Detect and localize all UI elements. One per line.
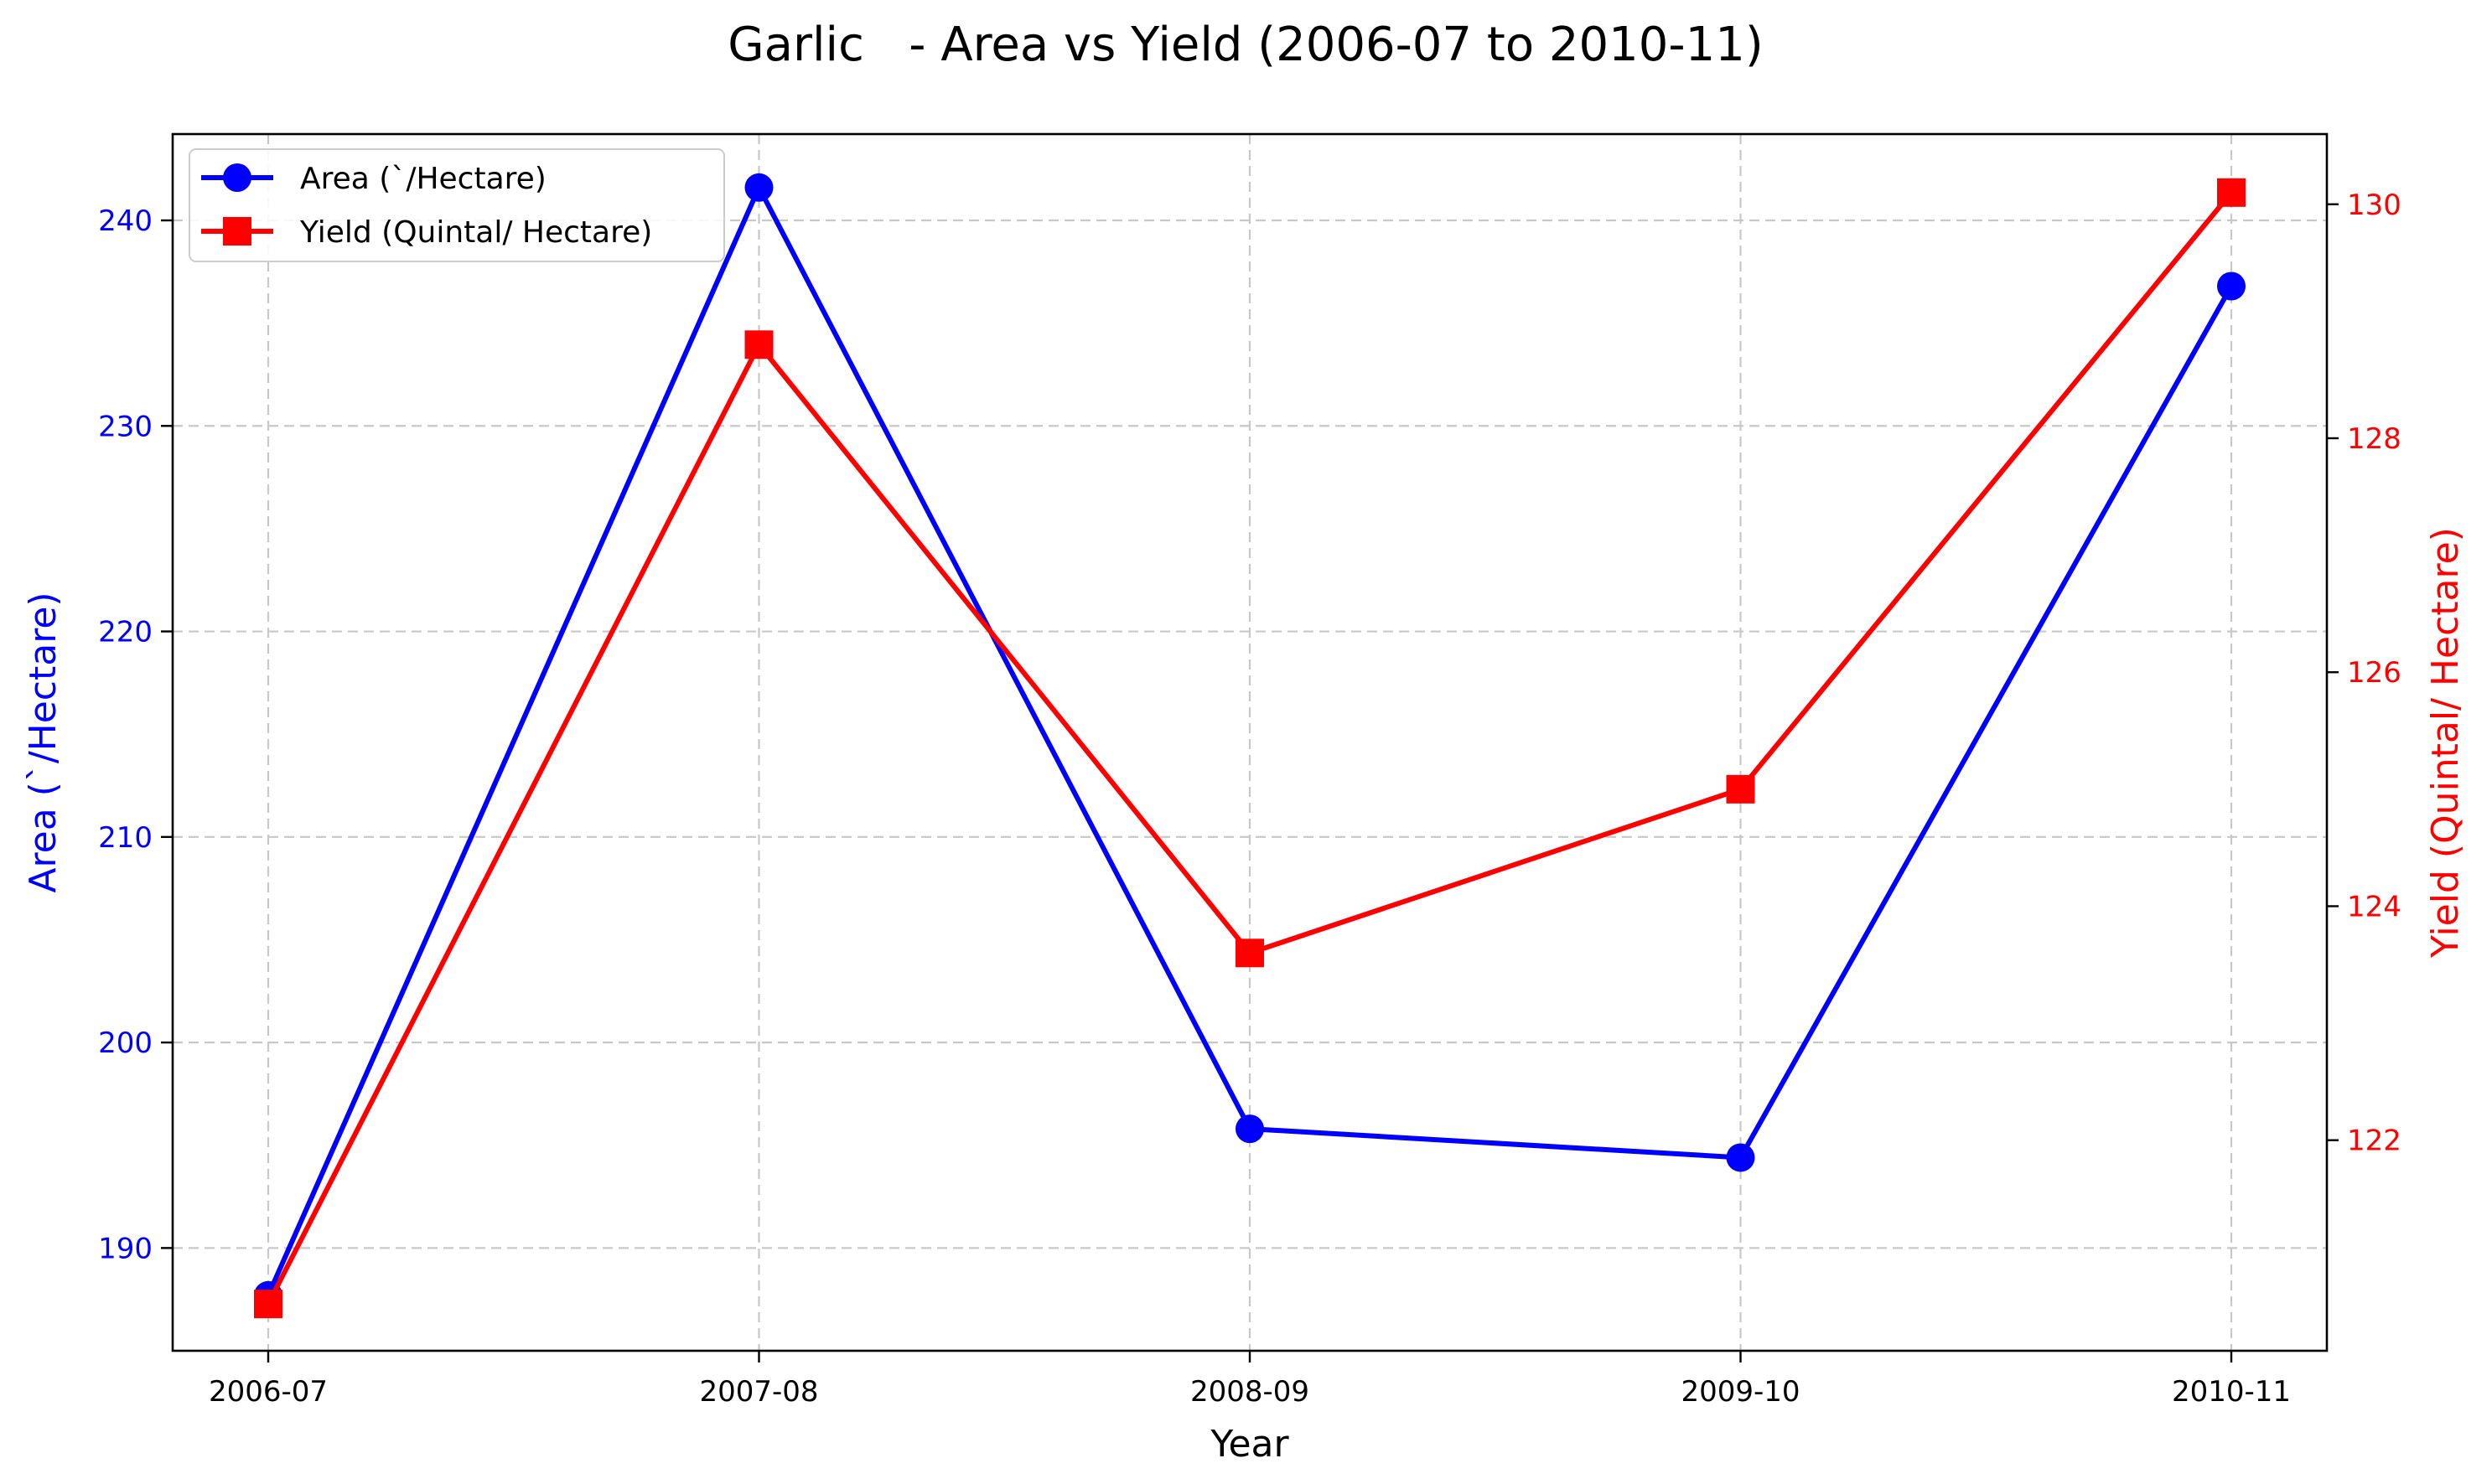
right-y-tick-label: 128 <box>2347 422 2401 456</box>
legend: Area (`/Hectare) Yield (Quintal/ Hectare) <box>189 148 725 262</box>
ticks: 2006-07 2007-08 2008-09 2009-10 2010-11 190 20… <box>98 189 2401 1409</box>
yield-data-point <box>1236 938 1264 968</box>
grid <box>173 134 2327 1351</box>
x-tick-label: 2010-11 <box>2172 1375 2291 1409</box>
left-y-tick-label: 240 <box>98 204 153 238</box>
x-tick-label: 2008-09 <box>1190 1375 1309 1409</box>
area-data-point <box>744 173 774 202</box>
x-axis-label: Year <box>1210 1423 1289 1466</box>
yield-legend-marker <box>223 217 251 246</box>
right-y-tick-label: 122 <box>2347 1125 2401 1158</box>
area-data-point <box>2217 271 2246 301</box>
legend-box <box>189 148 725 262</box>
left-y-tick-label: 190 <box>98 1232 153 1265</box>
left-y-tick-label: 210 <box>98 821 153 855</box>
x-tick-label: 2009-10 <box>1681 1375 1800 1409</box>
yield-data-point <box>254 1290 282 1319</box>
yield-data-point <box>2217 178 2246 207</box>
x-tick-label: 2006-07 <box>209 1375 328 1409</box>
left-y-axis-label: Area (`/Hectare) <box>22 592 65 892</box>
x-tick-label: 2007-08 <box>699 1375 818 1409</box>
area-legend-marker <box>223 163 251 192</box>
area-legend-label: Area (`/Hectare) <box>300 162 547 196</box>
chart-title: Garlic - Area vs Yield (2006-07 to 2010-… <box>728 18 1763 72</box>
series-layer <box>254 173 2246 1319</box>
right-y-tick-label: 126 <box>2347 656 2401 690</box>
right-y-tick-label: 130 <box>2347 189 2401 222</box>
yield-data-point <box>1726 774 1755 804</box>
yield-data-point <box>744 330 774 359</box>
area-data-point <box>1236 1114 1264 1144</box>
area-data-point <box>1726 1143 1755 1172</box>
left-y-tick-label: 200 <box>98 1026 153 1060</box>
left-y-tick-label: 230 <box>98 410 153 443</box>
left-y-tick-label: 220 <box>98 616 153 649</box>
right-y-axis-label: Yield (Quintal/ Hectare) <box>2424 527 2467 959</box>
right-y-tick-label: 124 <box>2347 890 2401 923</box>
yield-legend-label: Yield (Quintal/ Hectare) <box>299 215 652 250</box>
